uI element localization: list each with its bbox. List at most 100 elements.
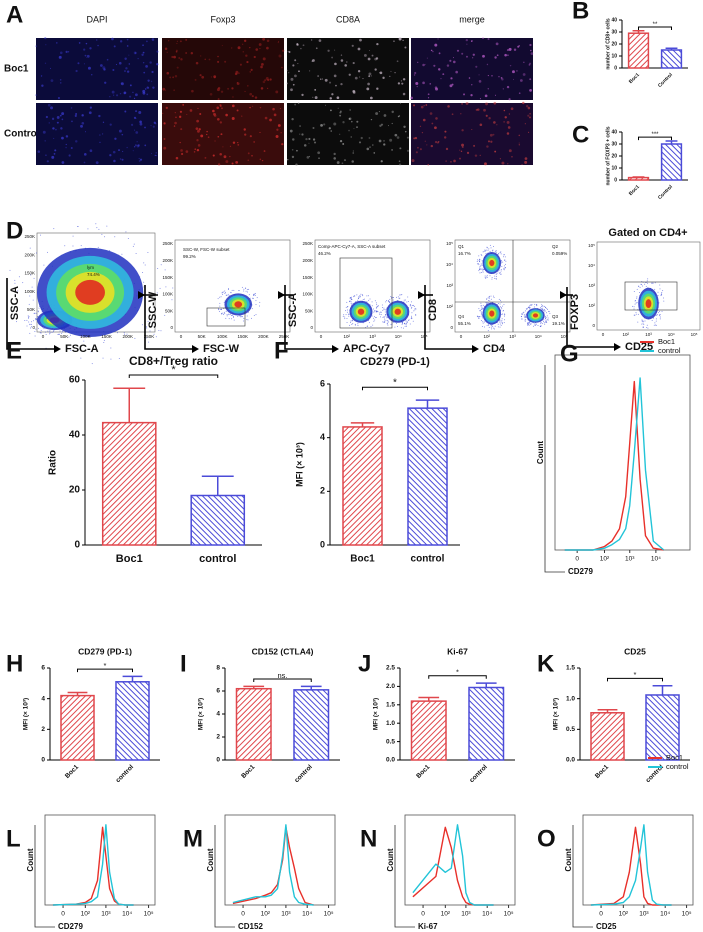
- event-dot: [387, 324, 389, 326]
- event-dot: [537, 324, 539, 326]
- speckle: [220, 133, 223, 136]
- event-dot: [479, 258, 481, 260]
- x-tick-label: 10⁴: [122, 911, 132, 918]
- event-dot: [377, 305, 379, 307]
- event-dot: [40, 234, 42, 236]
- speckle: [201, 75, 205, 79]
- event-dot: [245, 290, 247, 292]
- speckle: [180, 58, 183, 61]
- speckle: [261, 62, 264, 66]
- event-dot: [546, 312, 548, 314]
- event-dot: [481, 306, 483, 308]
- event-dot: [116, 332, 118, 334]
- speckle: [527, 106, 531, 110]
- speckle: [287, 50, 289, 52]
- speckle: [200, 55, 202, 57]
- event-dot: [486, 302, 488, 304]
- event-dot: [58, 333, 60, 335]
- histogram-line: [412, 824, 494, 906]
- event-dot: [652, 317, 654, 319]
- event-dot: [653, 324, 655, 326]
- speckle: [113, 159, 116, 163]
- event-dot: [489, 275, 491, 277]
- event-dot: [528, 306, 530, 308]
- speckle: [89, 149, 93, 153]
- event-dot: [377, 311, 379, 313]
- speckle: [438, 68, 441, 71]
- event-dot: [394, 326, 396, 328]
- event-dot: [540, 321, 542, 323]
- speckle: [517, 45, 520, 48]
- event-dot: [383, 308, 385, 310]
- error-bar: [201, 475, 234, 496]
- event-dot: [362, 295, 364, 297]
- x-tick-label: Boc1: [628, 72, 641, 85]
- event-dot: [155, 336, 157, 338]
- speckle: [106, 58, 109, 61]
- event-dot: [17, 290, 19, 292]
- error-bar: [67, 691, 88, 696]
- speckle: [339, 140, 343, 143]
- speckle: [142, 44, 144, 46]
- speckle: [253, 141, 255, 143]
- speckle: [65, 50, 68, 53]
- speckle: [394, 72, 396, 74]
- flow-x-tick: 150K: [101, 334, 112, 339]
- significance-bracket: [362, 386, 428, 391]
- speckle: [413, 74, 416, 76]
- event-dot: [488, 295, 490, 297]
- event-dot: [28, 317, 30, 319]
- event-dot: [256, 297, 258, 299]
- flow-x-tick: 0: [180, 334, 183, 339]
- speckle: [52, 127, 55, 130]
- event-dot: [109, 250, 111, 252]
- event-dot: [529, 307, 531, 309]
- event-dot: [490, 247, 492, 249]
- speckle: [150, 80, 153, 83]
- gate-text: 55.1%: [458, 321, 471, 326]
- event-dot: [409, 323, 411, 325]
- event-dot: [343, 314, 345, 316]
- speckle: [235, 161, 239, 164]
- event-dot: [362, 299, 364, 301]
- y-tick-label: 6: [320, 378, 325, 388]
- speckle: [86, 54, 90, 58]
- event-dot: [392, 299, 394, 301]
- event-dot: [49, 333, 51, 335]
- speckle: [231, 162, 234, 165]
- event-dot: [408, 319, 410, 321]
- event-dot: [374, 319, 376, 321]
- event-dot: [356, 294, 358, 296]
- speckle: [185, 38, 188, 41]
- speckle: [508, 98, 511, 101]
- speckle: [398, 163, 402, 166]
- speckle: [460, 113, 462, 115]
- event-dot: [31, 286, 33, 288]
- speckle: [262, 37, 266, 41]
- event-dot: [385, 315, 387, 317]
- speckle: [294, 103, 297, 106]
- speckle: [78, 42, 81, 44]
- panel-label: N: [360, 825, 377, 852]
- speckle: [308, 137, 311, 141]
- event-dot: [657, 312, 659, 314]
- speckle: [286, 69, 288, 71]
- speckle: [122, 150, 124, 153]
- speckle: [249, 46, 251, 49]
- x-tick-label: 10⁴: [651, 556, 661, 563]
- speckle: [506, 85, 510, 89]
- event-dot: [405, 320, 407, 322]
- event-dot: [489, 300, 491, 302]
- y-tick-label: 8: [216, 665, 220, 672]
- flow-y-tick: 10³: [588, 283, 595, 288]
- speckle: [61, 161, 65, 164]
- speckle: [487, 37, 490, 41]
- event-dot: [146, 337, 148, 339]
- speckle: [185, 52, 188, 54]
- speckle: [176, 40, 178, 42]
- speckle: [378, 111, 380, 113]
- speckle: [245, 54, 248, 57]
- event-dot: [492, 249, 494, 251]
- flow-x-tick: 50K: [198, 334, 206, 339]
- event-dot: [233, 289, 235, 291]
